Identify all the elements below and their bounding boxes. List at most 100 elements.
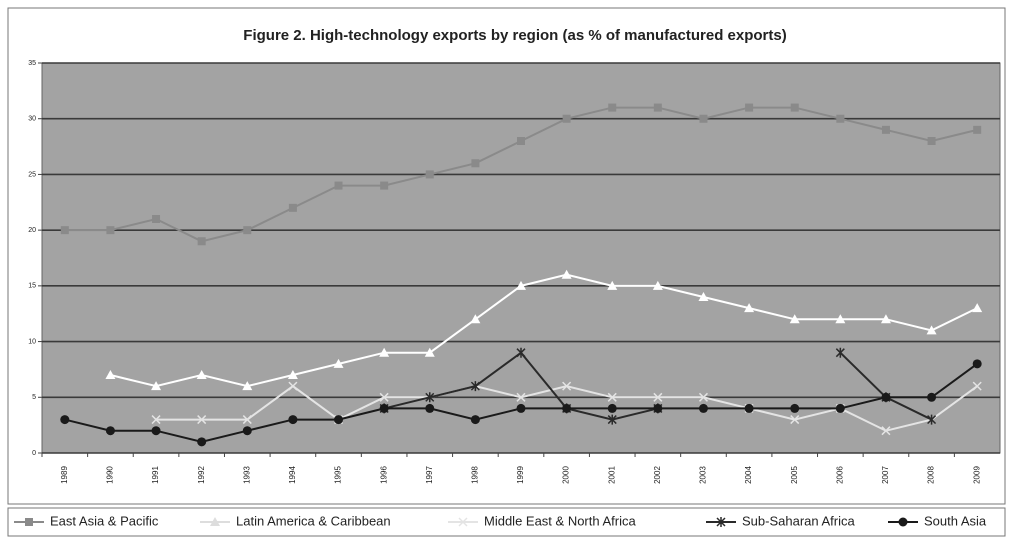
marker <box>333 358 344 368</box>
marker <box>151 415 161 425</box>
marker <box>425 403 435 413</box>
legend-item: Sub-Saharan Africa <box>706 513 856 528</box>
y-tick-label: 35 <box>28 60 36 67</box>
marker <box>425 170 434 179</box>
x-tick-label: 2008 <box>927 466 936 484</box>
x-tick-label: 2000 <box>562 466 571 484</box>
legend-item: South Asia <box>888 513 987 528</box>
marker <box>881 392 891 402</box>
marker <box>881 125 890 134</box>
marker <box>288 415 298 425</box>
marker <box>197 415 207 425</box>
x-tick-label: 1990 <box>106 466 115 484</box>
marker <box>744 303 755 313</box>
marker <box>516 392 526 402</box>
marker <box>744 403 754 413</box>
x-tick-label: 1994 <box>288 466 297 484</box>
x-tick-label: 1991 <box>151 466 160 484</box>
legend-label: Latin America & Caribbean <box>236 513 391 528</box>
marker <box>334 181 343 190</box>
marker <box>699 114 708 123</box>
marker <box>835 347 845 358</box>
marker <box>972 381 982 391</box>
marker <box>789 314 800 324</box>
legend-label: Middle East & North Africa <box>484 513 636 528</box>
marker <box>60 415 70 425</box>
marker <box>288 381 298 391</box>
marker <box>471 159 480 168</box>
marker <box>243 226 252 235</box>
x-tick-label: 1992 <box>197 466 206 484</box>
marker <box>287 370 298 379</box>
marker <box>745 103 754 112</box>
chart-title: Figure 2. High-technology exports by reg… <box>243 27 786 44</box>
marker <box>973 125 982 134</box>
x-tick-label: 1998 <box>470 466 479 484</box>
series-line <box>110 273 978 388</box>
marker <box>880 314 891 324</box>
marker <box>242 415 252 425</box>
marker <box>608 103 617 112</box>
marker <box>210 517 220 526</box>
marker <box>517 137 525 145</box>
marker <box>698 392 709 402</box>
marker <box>881 426 891 436</box>
marker <box>516 403 526 413</box>
y-tick-label: 30 <box>28 116 36 123</box>
marker <box>653 103 662 112</box>
marker <box>698 292 709 301</box>
marker <box>470 314 481 324</box>
x-tick-label: 1997 <box>425 466 434 484</box>
marker <box>607 392 617 402</box>
marker <box>152 215 161 223</box>
marker <box>561 269 572 279</box>
marker <box>425 392 435 403</box>
marker <box>716 517 726 527</box>
marker <box>607 280 618 290</box>
x-tick-label: 1995 <box>334 466 343 484</box>
marker <box>379 403 389 413</box>
x-tick-label: 1999 <box>516 466 525 484</box>
marker <box>106 226 115 235</box>
marker <box>972 303 983 313</box>
x-tick-label: 2003 <box>699 466 708 484</box>
marker <box>242 381 253 391</box>
legend-box <box>7 507 1006 537</box>
marker <box>562 114 571 123</box>
marker <box>470 381 480 392</box>
x-tick-label: 2007 <box>881 466 890 484</box>
x-tick-label: 2005 <box>790 466 799 484</box>
marker <box>197 437 207 447</box>
marker <box>835 403 845 413</box>
y-tick-label: 15 <box>28 283 36 290</box>
marker <box>197 237 206 246</box>
marker <box>379 392 389 402</box>
y-tick-label: 10 <box>28 338 36 345</box>
x-tick-label: 2002 <box>653 466 662 484</box>
marker <box>926 325 937 335</box>
y-tick-label: 0 <box>32 450 36 457</box>
marker <box>835 314 846 324</box>
marker <box>105 426 115 436</box>
marker <box>334 415 344 425</box>
x-tick-label: 2004 <box>744 466 753 484</box>
marker <box>196 370 207 379</box>
marker <box>288 203 297 212</box>
x-tick-label: 2009 <box>972 466 981 484</box>
marker <box>516 347 526 358</box>
marker <box>562 381 572 391</box>
x-tick-label: 2001 <box>607 466 616 484</box>
marker <box>927 137 936 145</box>
x-tick-label: 1996 <box>379 466 388 484</box>
marker <box>607 403 617 413</box>
marker <box>151 426 161 436</box>
marker <box>424 347 435 357</box>
legend-label: South Asia <box>924 513 987 528</box>
marker <box>972 359 982 369</box>
x-tick-label: 1989 <box>60 466 69 484</box>
plot-area <box>41 62 1001 454</box>
marker <box>790 415 800 425</box>
marker <box>151 381 162 391</box>
marker <box>380 181 389 190</box>
